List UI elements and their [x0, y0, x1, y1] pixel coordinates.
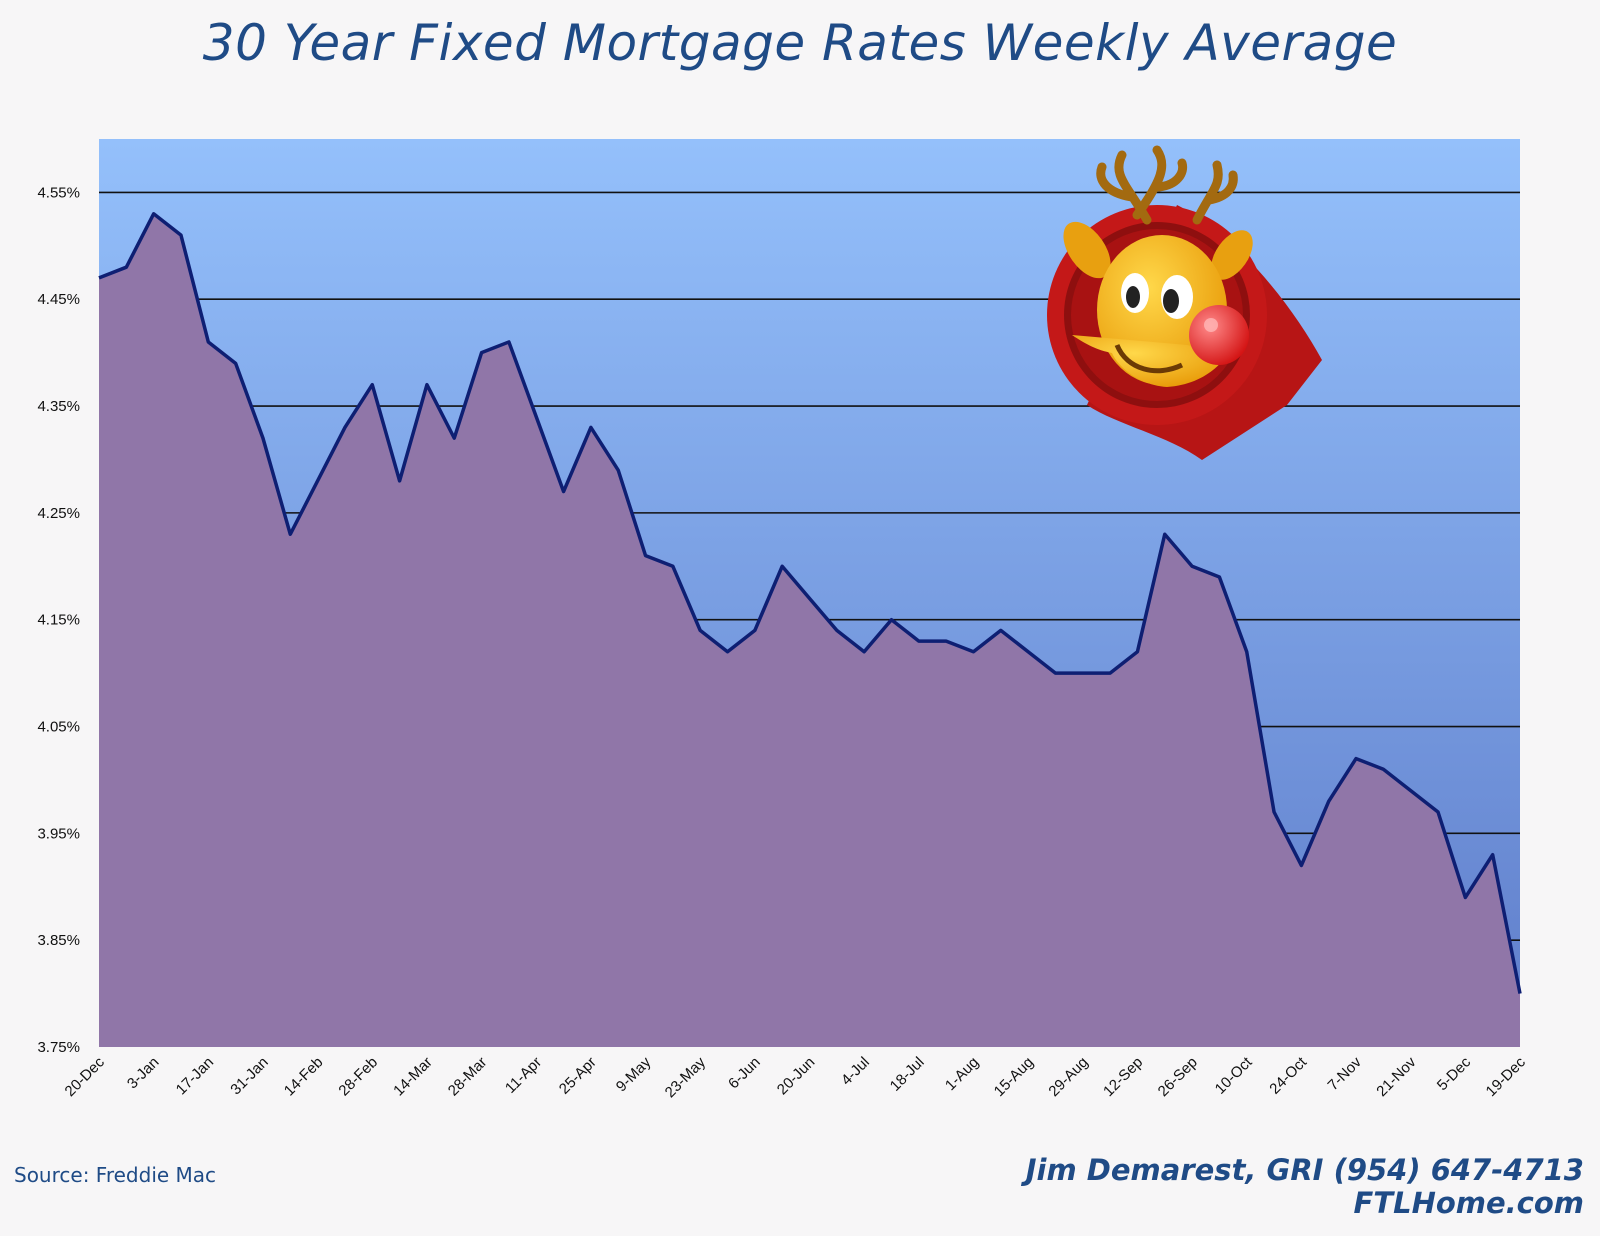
- x-tick-label: 31-Jan: [227, 1054, 271, 1098]
- x-tick-label: 12-Sep: [1100, 1054, 1146, 1100]
- x-tick-label: 5-Dec: [1434, 1053, 1475, 1094]
- y-tick-label: 4.35%: [37, 398, 80, 415]
- x-tick-label: 26-Sep: [1155, 1054, 1201, 1100]
- x-tick-label: 11-Apr: [502, 1054, 545, 1097]
- reindeer-icon: [1047, 145, 1322, 460]
- credit-block: Jim Demarest, GRI (954) 647-4713 FTLHome…: [1026, 1154, 1584, 1220]
- x-tick-label: 14-Mar: [390, 1054, 436, 1100]
- x-tick-label: 6-Jun: [725, 1054, 764, 1093]
- x-tick-label: 15-Aug: [991, 1054, 1037, 1100]
- y-tick-label: 3.95%: [37, 825, 80, 842]
- x-tick-label: 18-Jul: [887, 1054, 928, 1095]
- chart-title: 30 Year Fixed Mortgage Rates Weekly Aver…: [202, 14, 1398, 72]
- credit-website: FTLHome.com: [1353, 1186, 1585, 1220]
- y-tick-label: 4.25%: [37, 505, 80, 522]
- x-tick-label: 14-Feb: [281, 1054, 327, 1100]
- x-tick-label: 19-Dec: [1483, 1053, 1530, 1100]
- x-tick-label: 10-Oct: [1212, 1053, 1256, 1097]
- x-tick-label: 23-May: [662, 1053, 710, 1101]
- area-fill: [99, 213, 1520, 1047]
- x-tick-label: 3-Jan: [124, 1054, 163, 1093]
- x-tick-label: 28-Mar: [445, 1054, 491, 1100]
- x-tick-label: 28-Feb: [335, 1054, 381, 1100]
- y-axis-ticks: 3.75% 3.85% 3.95% 4.05% 4.15% 4.25% 4.35% 4.45%…: [37, 184, 80, 1056]
- x-tick-label: 4-Jul: [838, 1054, 873, 1089]
- x-tick-label: 20-Dec: [62, 1053, 109, 1100]
- x-tick-label: 1-Aug: [942, 1054, 982, 1094]
- x-axis-ticks: 20-Dec 3-Jan 17-Jan 31-Jan 14-Feb 28-Feb 14-Ma…: [62, 1053, 1530, 1101]
- y-tick-label: 4.15%: [37, 612, 80, 629]
- source-note: Source: Freddie Mac: [14, 1163, 217, 1187]
- credit-contact: Jim Demarest, GRI (954) 647-4713: [1025, 1153, 1584, 1187]
- x-tick-label: 17-Jan: [173, 1054, 217, 1098]
- y-tick-label: 3.85%: [37, 932, 80, 949]
- x-tick-label: 7-Nov: [1325, 1053, 1366, 1094]
- y-tick-label: 4.55%: [37, 184, 80, 201]
- x-tick-label: 21-Nov: [1373, 1053, 1420, 1100]
- y-tick-label: 4.45%: [37, 291, 80, 308]
- y-tick-label: 4.05%: [37, 719, 80, 736]
- y-tick-label: 3.75%: [37, 1039, 80, 1056]
- series-line: [98, 212, 1522, 994]
- x-tick-label: 20-Jun: [774, 1054, 818, 1098]
- x-tick-label: 29-Aug: [1045, 1054, 1091, 1100]
- x-tick-label: 24-Oct: [1266, 1053, 1310, 1097]
- series-line-path: [98, 212, 1522, 994]
- x-tick-label: 25-Apr: [556, 1054, 600, 1098]
- x-tick-label: 9-May: [613, 1053, 655, 1095]
